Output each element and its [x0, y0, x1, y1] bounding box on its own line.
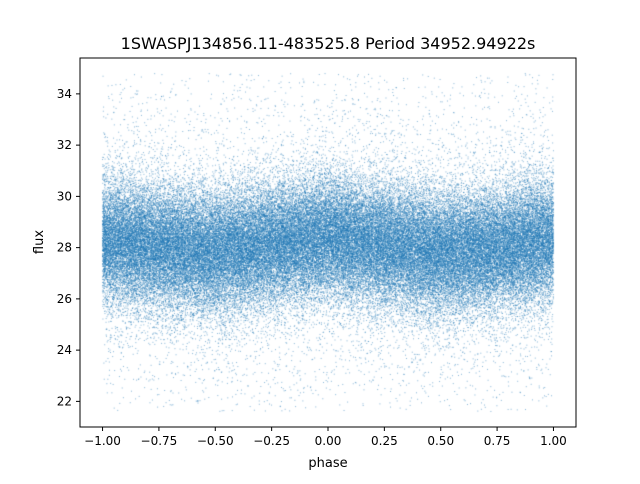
y-tick-label: 26	[57, 292, 72, 306]
y-tick-label: 22	[57, 394, 72, 408]
y-axis-ticks: 22 24 26 28 30 32 34	[57, 87, 80, 408]
y-tick-label: 32	[57, 138, 72, 152]
x-tick-label: 0.50	[427, 434, 454, 448]
x-tick-label: 0.75	[484, 434, 511, 448]
x-tick-label: −0.75	[141, 434, 178, 448]
x-tick-label: −0.50	[197, 434, 234, 448]
y-axis-label: flux	[32, 230, 47, 254]
x-axis-label: phase	[308, 456, 347, 471]
x-tick-label: −1.00	[84, 434, 121, 448]
y-tick-label: 24	[57, 343, 72, 357]
x-axis-ticks: −1.00 −0.75 −0.50 −0.25 0.00 0.25 0.50 0.75 1.00	[84, 427, 567, 448]
x-tick-label: 1.00	[540, 434, 567, 448]
y-tick-label: 28	[57, 241, 72, 255]
y-tick-label: 30	[57, 189, 72, 203]
x-tick-label: −0.25	[253, 434, 290, 448]
y-tick-label: 34	[57, 87, 72, 101]
x-tick-label: 0.00	[315, 434, 342, 448]
chart-title: 1SWASPJ134856.11-483525.8 Period 34952.9…	[121, 34, 536, 53]
x-tick-label: 0.25	[371, 434, 398, 448]
